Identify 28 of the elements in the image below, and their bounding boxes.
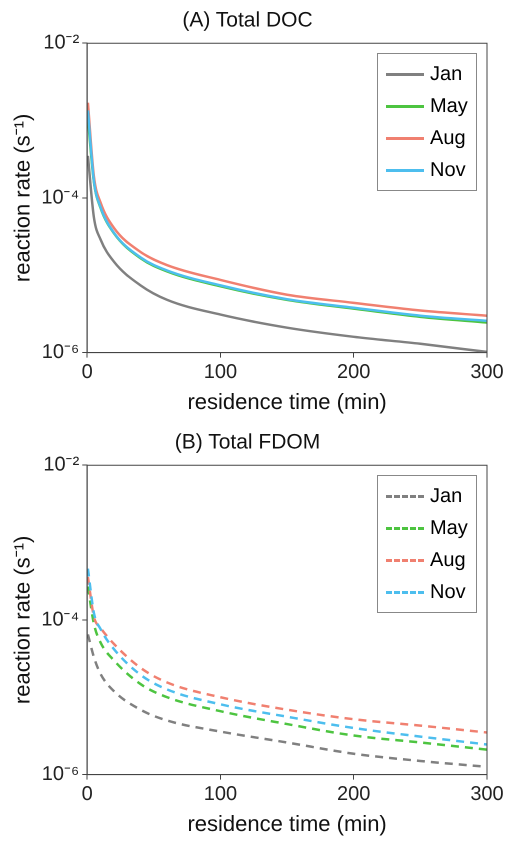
- legend-label: Jan: [430, 62, 462, 88]
- legend-label: Jan: [430, 484, 462, 510]
- x-axis-title: residence time (min): [187, 388, 387, 414]
- y-tick-label: 10⁻⁴: [41, 608, 80, 630]
- y-tick-label: 10⁻²: [43, 454, 80, 476]
- x-tick-label: 0: [82, 361, 93, 384]
- legend-label: May: [430, 516, 468, 542]
- legend-label: May: [430, 94, 468, 120]
- y-tick-label: 10⁻²: [43, 32, 80, 54]
- x-tick-label: 300: [470, 783, 504, 806]
- legend-label: Aug: [430, 548, 466, 574]
- x-tick-label: 0: [82, 783, 93, 806]
- x-tick-label: 100: [204, 783, 238, 806]
- x-tick-label: 200: [337, 361, 370, 384]
- chart-title: (A) Total DOC: [182, 8, 313, 32]
- y-tick-label: 10⁻⁶: [42, 341, 80, 364]
- chart-title: (B) Total FDOM: [174, 430, 320, 454]
- y-tick-label: 10⁻⁶: [42, 763, 80, 786]
- legend-label: Nov: [430, 580, 466, 606]
- legend-label: Aug: [430, 126, 466, 152]
- y-axis-title: reaction rate (s⁻¹): [9, 114, 34, 282]
- x-axis-title: residence time (min): [187, 810, 387, 836]
- x-tick-label: 300: [470, 361, 504, 384]
- x-tick-label: 200: [337, 783, 370, 806]
- legend-label: Nov: [430, 158, 466, 184]
- y-axis-title: reaction rate (s⁻¹): [9, 536, 34, 704]
- y-tick-label: 10⁻⁴: [41, 186, 80, 208]
- x-tick-label: 100: [204, 361, 238, 384]
